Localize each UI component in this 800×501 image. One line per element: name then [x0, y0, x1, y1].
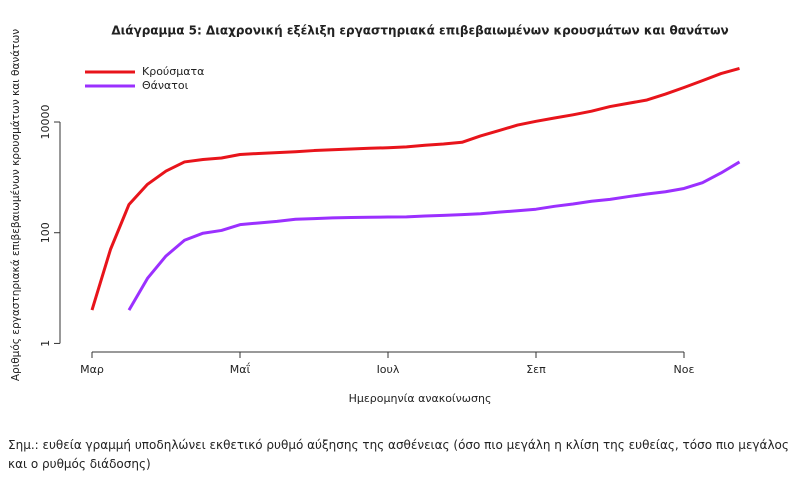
chart-title: Διάγραμμα 5: Διαχρονική εξέλιξη εργαστηρ…	[111, 24, 728, 38]
y-tick-label: 1	[39, 340, 52, 347]
chart: Διάγραμμα 5: Διαχρονική εξέλιξη εργαστηρ…	[10, 24, 741, 405]
series-line	[90, 66, 740, 311]
x-axis-label: Ημερομηνία ανακοίνωσης	[349, 392, 492, 405]
y-tick-label: 10000	[39, 105, 52, 140]
x-tick-label: Νοε	[674, 363, 695, 376]
y-axis-label: Αριθμός εργαστηριακά επιβεβαιωμένων κρου…	[10, 29, 22, 381]
x-tick-label: Ιουλ	[377, 363, 400, 376]
x-tick-label: Μαΐ	[230, 362, 251, 376]
legend-label: Θάνατοι	[142, 79, 189, 92]
x-tick-label: Σεπ	[526, 363, 546, 376]
legend-label: Κρούσματα	[142, 65, 204, 78]
x-tick-label: Μαρ	[80, 363, 104, 376]
y-tick-label: 100	[39, 222, 52, 243]
series-line	[127, 160, 741, 311]
note: Σημ.: ευθεία γραμμή υποδηλώνει εκθετικό …	[8, 438, 789, 471]
